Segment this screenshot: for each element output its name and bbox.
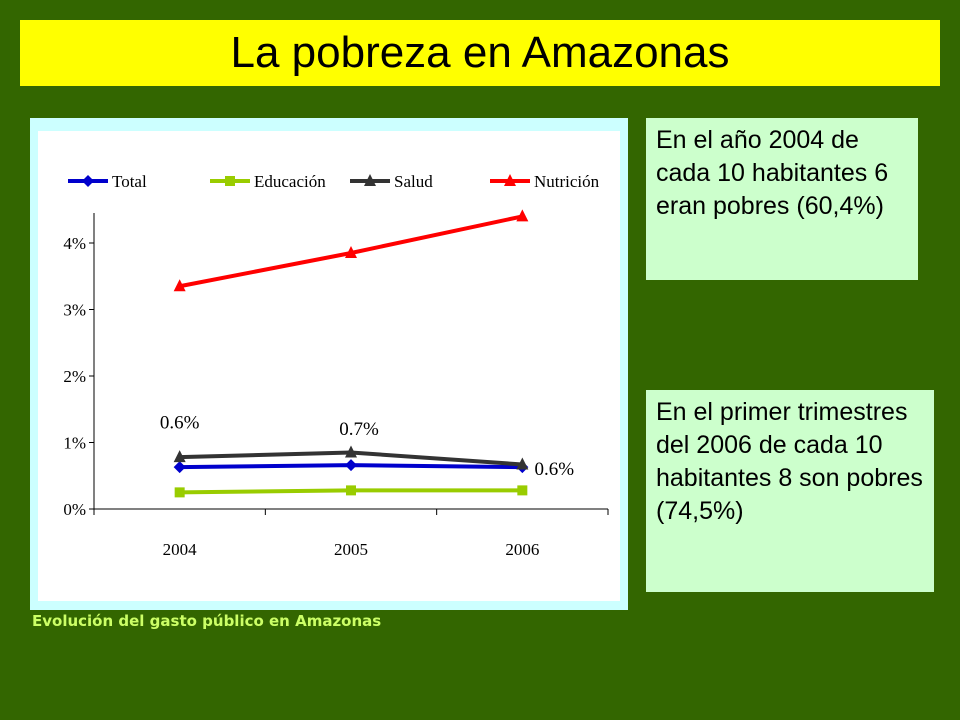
legend-label: Educación <box>254 172 326 191</box>
data-point <box>174 487 185 498</box>
data-label: 0.6% <box>160 413 200 434</box>
legend-marker <box>504 174 516 186</box>
data-label: 0.7% <box>339 419 379 440</box>
poverty-note-2004: En el año 2004 de cada 10 habitantes 6 e… <box>646 118 918 280</box>
y-tick-label: 4% <box>63 234 86 253</box>
chart-frame: 0% 1% 2% 3% 4% 2004 2005 2006 Total Educación Salu… <box>30 118 628 610</box>
data-point <box>346 485 356 496</box>
line-chart: 0% 1% 2% 3% 4% 2004 2005 2006 Total Educación Salu… <box>63 172 609 559</box>
poverty-note-2006: En el primer trimestres del 2006 de cada… <box>646 390 934 592</box>
data-point <box>517 485 528 496</box>
legend-marker <box>364 174 376 186</box>
legend-marker <box>225 176 235 186</box>
data-point <box>173 461 186 474</box>
legend-label: Total <box>112 172 147 191</box>
data-point <box>345 459 357 472</box>
data-label: 0.6% <box>535 459 575 480</box>
x-tick-label: 2005 <box>334 540 368 559</box>
legend-label: Nutrición <box>534 172 600 191</box>
y-tick-label: 2% <box>63 367 86 386</box>
y-tick-label: 0% <box>63 500 86 519</box>
data-point <box>173 450 186 463</box>
legend-marker <box>82 175 94 187</box>
data-point <box>345 245 357 258</box>
title-bar: La pobreza en Amazonas <box>20 20 940 86</box>
data-point <box>173 279 186 292</box>
legend-label: Salud <box>394 172 433 191</box>
data-point <box>516 457 529 470</box>
x-tick-label: 2006 <box>505 540 539 559</box>
chart-area: 0% 1% 2% 3% 4% 2004 2005 2006 Total Educación Salu… <box>38 131 620 601</box>
slide-title: La pobreza en Amazonas <box>230 28 730 77</box>
y-tick-label: 3% <box>63 301 86 320</box>
chart-caption: Evolución del gasto público en Amazonas <box>32 612 382 630</box>
x-tick-label: 2004 <box>163 540 198 559</box>
data-point <box>345 445 357 458</box>
data-point <box>516 209 529 222</box>
y-tick-label: 1% <box>63 434 86 453</box>
